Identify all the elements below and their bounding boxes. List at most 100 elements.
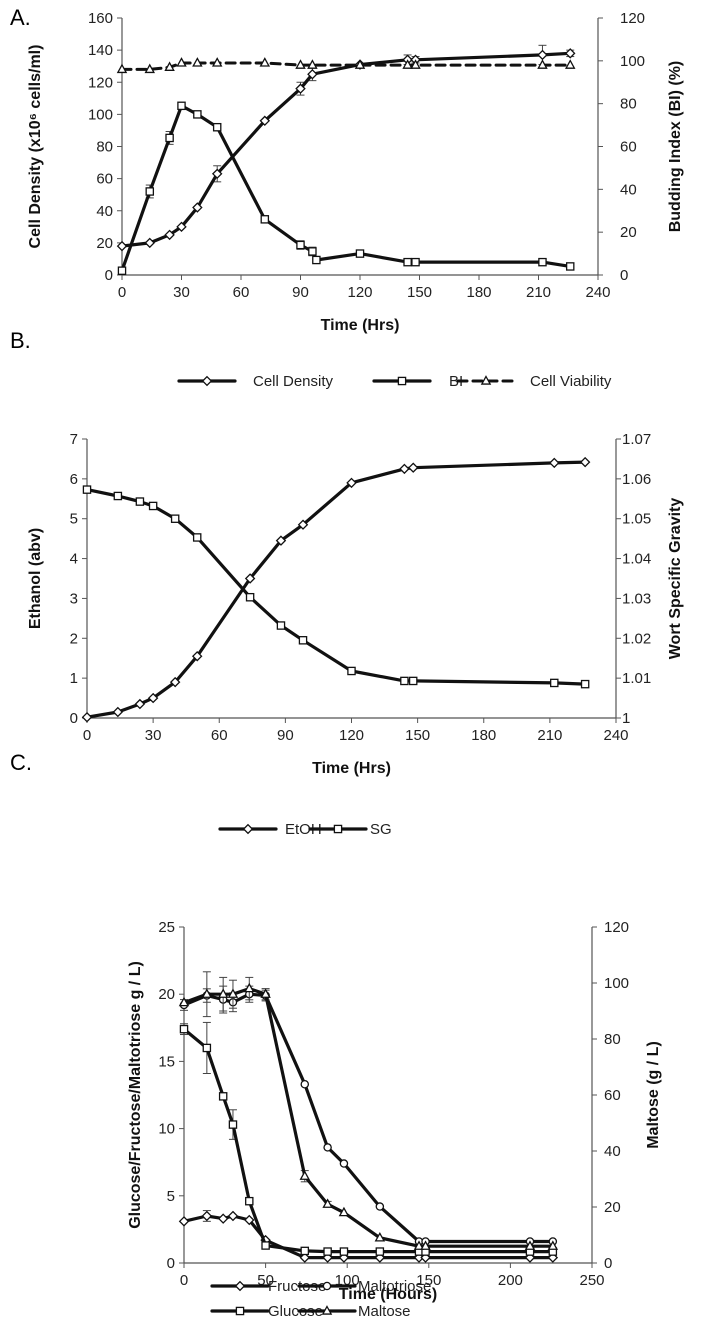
legend: Fructose Maltotriose Glucose Maltose — [210, 1278, 431, 1320]
x-tick-label: 200 — [498, 1272, 523, 1289]
data-point — [244, 982, 255, 993]
legend-marker — [397, 376, 407, 386]
data-point — [550, 678, 559, 688]
series-maltose — [178, 971, 559, 1250]
x-tick-label: 150 — [407, 284, 432, 301]
x-tick-label: 90 — [277, 727, 294, 744]
data-point — [81, 711, 93, 723]
y-right-tick-label: 20 — [604, 1199, 621, 1216]
panel-label: B. — [10, 328, 31, 353]
x-tick-label: 30 — [173, 284, 190, 301]
legend-label: Maltotriose — [358, 1278, 431, 1295]
data-point — [420, 1240, 431, 1250]
y-axis-title: Ethanol (abv) — [27, 528, 44, 629]
data-point — [261, 1241, 270, 1250]
y-right-tick-label: 0 — [604, 1255, 612, 1272]
data-point — [299, 1252, 311, 1263]
data-point — [565, 262, 575, 271]
data-point — [400, 676, 409, 686]
y-tick-label: 40 — [96, 203, 113, 220]
data-point — [402, 59, 413, 69]
x-tick-label: 250 — [579, 1272, 604, 1289]
data-point — [300, 1246, 310, 1256]
data-point — [117, 266, 127, 275]
x-tick-label: 240 — [585, 284, 610, 301]
data-point — [524, 1240, 536, 1250]
data-point — [217, 1213, 229, 1224]
y-right-tick-label: 80 — [620, 96, 637, 113]
data-point — [211, 168, 223, 180]
y-tick-label: 20 — [158, 986, 175, 1003]
data-point — [212, 122, 222, 132]
data-point — [407, 462, 419, 473]
data-point — [579, 456, 591, 468]
x-tick-label: 150 — [416, 1272, 441, 1289]
data-point — [276, 621, 286, 630]
data-point — [408, 676, 418, 686]
y-right-axis-title: Budding Index (BI) (%) — [667, 61, 684, 233]
data-point — [299, 1170, 311, 1180]
data-point — [298, 636, 308, 645]
data-point — [164, 229, 175, 241]
x-tick-label: 240 — [603, 727, 628, 744]
y-right-tick-label: 1 — [622, 710, 630, 727]
data-point — [537, 49, 548, 61]
data-point — [192, 57, 203, 67]
data-point — [112, 706, 124, 718]
y-right-tick-label: 1.02 — [622, 630, 651, 647]
data-point — [339, 1247, 349, 1256]
y-right-axis-title: Wort Specific Gravity — [667, 498, 684, 660]
y-tick-label: 3 — [70, 590, 78, 607]
series-etoh — [81, 456, 591, 723]
data-point — [179, 1024, 189, 1034]
legend-label: Cell Viability — [530, 373, 612, 390]
chart-panel-1: A. 0 30 60 90 120 150 180 210 240 0 20 40 60 80 100 120 1… — [10, 5, 684, 390]
legend-label: EtOH — [285, 821, 322, 838]
y-tick-label: 80 — [96, 139, 113, 156]
x-tick-label: 120 — [347, 284, 372, 301]
data-point — [538, 257, 547, 267]
data-point — [244, 1214, 255, 1226]
data-point — [178, 996, 190, 1007]
data-point — [211, 57, 223, 67]
y-right-tick-label: 40 — [604, 1143, 621, 1160]
data-point — [580, 679, 590, 689]
legend-marker — [201, 375, 213, 387]
data-point — [300, 1079, 310, 1089]
y-tick-label: 0 — [105, 267, 113, 284]
series-cell-viability — [116, 57, 576, 74]
y-tick-label: 10 — [158, 1121, 175, 1138]
data-point — [322, 1198, 333, 1208]
y-tick-label: 120 — [88, 74, 113, 91]
y-right-tick-label: 60 — [620, 139, 637, 156]
y-tick-label: 2 — [70, 630, 78, 647]
data-point — [192, 202, 203, 213]
data-point — [564, 48, 576, 59]
y-tick-label: 7 — [70, 431, 78, 448]
data-point — [201, 1210, 213, 1222]
data-point — [244, 573, 256, 584]
data-point — [537, 59, 548, 69]
data-point — [399, 463, 410, 475]
y-tick-label: 140 — [88, 42, 113, 59]
series-maltotriose — [179, 985, 558, 1246]
data-point — [135, 497, 145, 506]
data-point — [564, 59, 576, 69]
data-point — [403, 257, 412, 267]
data-point — [259, 115, 271, 127]
data-point — [410, 59, 421, 69]
x-axis-title: Time (Hrs) — [312, 760, 391, 777]
data-point — [547, 1240, 559, 1250]
x-tick-label: 60 — [211, 727, 228, 744]
data-point — [145, 187, 155, 196]
y-right-tick-label: 40 — [620, 181, 637, 198]
y-tick-label: 5 — [70, 511, 78, 528]
data-point — [165, 133, 174, 143]
data-point — [148, 501, 158, 511]
y-tick-label: 160 — [88, 10, 113, 27]
data-point — [191, 650, 203, 662]
data-point — [116, 63, 128, 74]
y-axis-title: Glucose/Fructose/Maltotriose g / L) — [127, 961, 144, 1229]
y-right-tick-label: 100 — [604, 975, 629, 992]
y-tick-label: 4 — [70, 551, 78, 568]
